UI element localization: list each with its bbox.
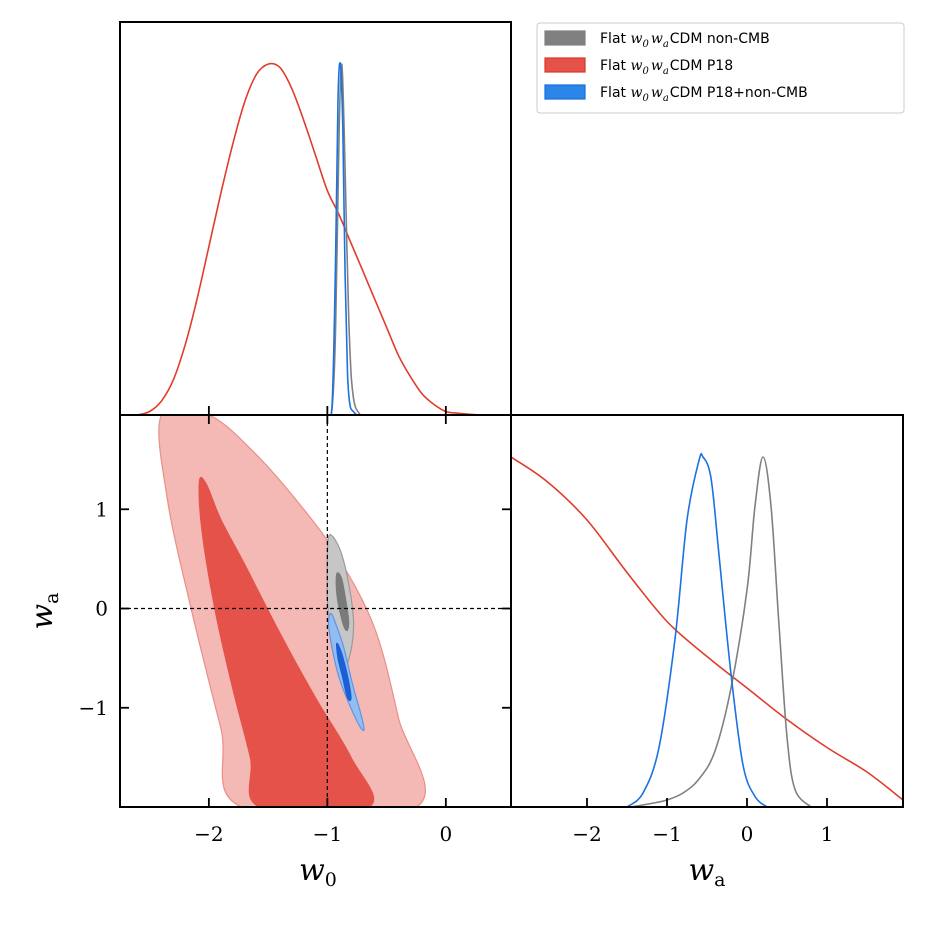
- bl-xtick-label: −1: [313, 822, 342, 846]
- contour-1: [198, 476, 375, 807]
- legend-label-0: Flat w0 waCDM non-CMB: [600, 31, 770, 50]
- panel-frames: [119, 21, 904, 808]
- bl-xtick-label: 0: [439, 822, 452, 846]
- wa-curve-0: [511, 456, 903, 801]
- w0-curve-2: [326, 62, 361, 415]
- legend-box: [536, 22, 905, 114]
- x-axis-label-wa: wa: [688, 853, 725, 891]
- w0-marginal-curves: [137, 62, 482, 415]
- panel-frame-0: [119, 21, 512, 416]
- br-xtick-label: −1: [652, 822, 681, 846]
- br-xtick-label: 0: [741, 822, 754, 846]
- bl-xtick-label: −2: [194, 822, 223, 846]
- legend-swatch-2: [544, 84, 586, 100]
- bl-ytick-label: −1: [79, 696, 108, 720]
- bl-ytick-label: 0: [95, 597, 108, 621]
- x-axis-label-w0: w0: [299, 853, 337, 891]
- w0-curve-0: [137, 62, 482, 415]
- legend: Flat w0 waCDM non-CMB Flat w0 waCDM P18 Flat…: [536, 22, 905, 114]
- legend-label-2: Flat w0 waCDM P18+non-CMB: [600, 85, 808, 104]
- contour-3: [335, 572, 350, 632]
- axis-ticks: −2 −1 0 1 0 −1 −2 −1 0 1: [79, 406, 834, 846]
- reference-lines: [120, 415, 511, 807]
- legend-swatch-1: [544, 57, 586, 73]
- bl-ytick-label: 1: [95, 497, 108, 521]
- wa-curve-2: [626, 452, 768, 807]
- panel-frame-2: [510, 414, 904, 808]
- y-axis-label-wa: wa: [25, 592, 63, 629]
- legend-label-1: Flat w0 waCDM P18: [600, 58, 733, 77]
- legend-swatch-0: [544, 30, 586, 46]
- contour-5: [335, 642, 352, 702]
- br-xtick-label: −2: [572, 822, 601, 846]
- br-xtick-label: 1: [821, 822, 834, 846]
- w0-curve-1: [326, 63, 362, 415]
- wa-curve-1: [630, 456, 812, 807]
- contour-layer: [158, 415, 426, 807]
- wa-marginal-curves: [511, 452, 903, 807]
